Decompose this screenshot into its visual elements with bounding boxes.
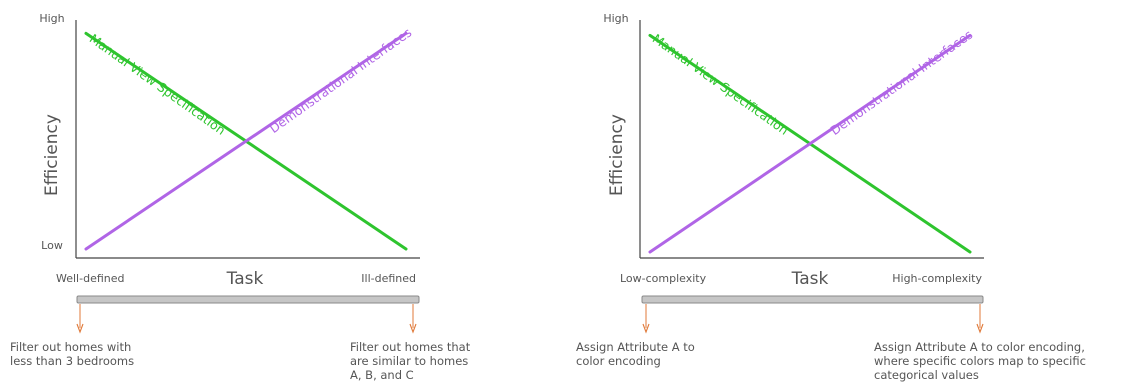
task-spectrum-bar [641,295,984,304]
y-tick-label-high: High [603,12,628,25]
series-line-demonstrational-interfaces [648,33,972,254]
y-tick-label-high: High [39,12,64,25]
series-label-demonstrational-interfaces: Demonstrational Interfaces [828,27,976,138]
y-axis-title: Efficiency [42,114,62,196]
example-right-line: Assign Attribute A to color encoding, [874,340,1085,354]
arrow-left-head [76,323,84,334]
example-left-line: less than 3 bedrooms [10,354,134,368]
example-right-line: are similar to homes [350,354,468,368]
example-left-line: color encoding [576,354,661,368]
example-left-line: Assign Attribute A to [576,340,695,354]
example-right-line: categorical values [874,368,979,382]
task-spectrum-bar [76,295,420,304]
x-tick-label-right: Ill-defined [361,272,416,285]
y-axis-title: Efficiency [607,114,627,196]
arrow-left-head [642,323,650,334]
example-left-line: Filter out homes with [10,340,131,354]
y-tick-label-low: Low [41,239,63,252]
series-label-manual-view-specification: Manual View Specification [87,31,229,138]
series-label-manual-view-specification: Manual View Specification [650,31,792,138]
arrow-right-head [409,323,417,334]
example-right-line: Filter out homes that [350,340,471,354]
x-axis-title: Task [226,269,264,289]
right-chart-panel: High Efficiency Low-complexity High-complex… [576,12,1086,382]
x-axis-title: Task [791,269,829,289]
x-tick-label-left: Well-defined [56,272,124,285]
left-chart-panel: High Low Efficiency Well-defined Ill-defined… [10,12,471,382]
series-line-demonstrational-interfaces [84,31,408,251]
arrow-right-head [976,323,984,334]
x-tick-label-left: Low-complexity [620,272,707,285]
series-label-demonstrational-interfaces: Demonstrational Interfaces [267,25,415,136]
example-right-line: where specific colors map to specific [874,354,1086,368]
x-tick-label-right: High-complexity [892,272,982,285]
example-right-line: A, B, and C [350,368,414,382]
